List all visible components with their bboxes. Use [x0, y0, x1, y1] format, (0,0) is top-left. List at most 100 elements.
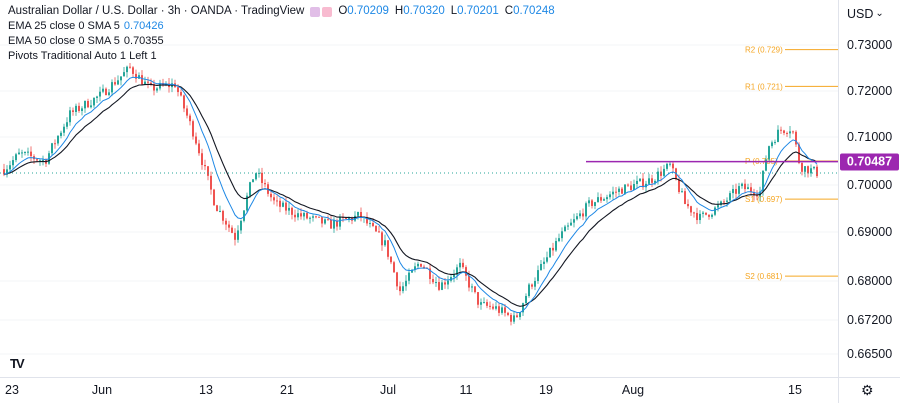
candle-body [303, 212, 305, 217]
candle-body [78, 105, 80, 111]
candle-body [54, 143, 56, 145]
candle-body [777, 129, 779, 142]
candle-body [813, 166, 815, 169]
candle-body [561, 231, 563, 239]
candle-body [366, 216, 368, 224]
candle-body [630, 185, 632, 190]
candle-body [135, 73, 137, 79]
candle-body [747, 187, 749, 190]
candle-body [291, 207, 293, 215]
candle-body [435, 282, 437, 284]
candle-body [75, 105, 77, 112]
candle-body [591, 200, 593, 206]
indicator-ema50[interactable]: EMA 50 close 0 SMA 5 0.70355 [8, 34, 555, 49]
candle-body [63, 126, 65, 133]
price-tick-label: 0.73000 [847, 38, 893, 52]
candle-body [489, 305, 491, 307]
candle-body [585, 203, 587, 217]
symbol-title-row[interactable]: Australian Dollar / U.S. Dollar · 3h · O… [8, 4, 555, 19]
currency-selector[interactable]: USD ⌄ [847, 7, 884, 21]
candle-body [540, 263, 542, 271]
candle-body [180, 92, 182, 96]
candle-body [744, 183, 746, 190]
candle-body [723, 201, 725, 203]
gear-icon[interactable]: ⚙ [861, 382, 874, 398]
candle-body [408, 272, 410, 281]
candle-body [282, 202, 284, 207]
candle-body [315, 216, 317, 218]
tradingview-logo-icon[interactable]: TV [10, 356, 25, 371]
candle-body [9, 165, 11, 170]
time-tick-label: 11 [459, 383, 473, 397]
indicator-pivots-label[interactable]: Pivots Traditional Auto 1 Left 1 [8, 50, 157, 62]
candle-body [204, 165, 206, 167]
candle-body [276, 200, 278, 202]
candle-body [588, 200, 590, 204]
candle-body [756, 195, 758, 197]
candle-body [702, 212, 704, 214]
candle-body [483, 302, 485, 304]
price-tick-label: 0.68000 [847, 274, 893, 288]
candle-body [159, 82, 161, 89]
candle-body [648, 178, 650, 184]
candle-body [285, 202, 287, 211]
candle-body [534, 280, 536, 287]
indicator-ema50-label[interactable]: EMA 50 close 0 SMA 5 [8, 35, 120, 47]
candle-body [669, 163, 671, 165]
candle-body [504, 307, 506, 313]
candle-body [57, 135, 59, 144]
candle-body [603, 199, 605, 201]
candle-body [273, 197, 275, 201]
candle-body [264, 183, 266, 185]
candle-body [753, 192, 755, 196]
candle-body [558, 238, 560, 242]
indicator-ema25-label[interactable]: EMA 25 close 0 SMA 5 [8, 20, 120, 32]
candle-body [69, 110, 71, 123]
candle-body [513, 315, 515, 322]
candle-body [501, 307, 503, 313]
candle-body [90, 105, 92, 108]
indicator-ema50-value: 0.70355 [123, 35, 164, 47]
symbol-title[interactable]: Australian Dollar / U.S. Dollar · 3h · O… [8, 5, 305, 17]
candle-body [153, 83, 155, 91]
candle-body [192, 121, 194, 137]
candle-body [525, 296, 527, 304]
candle-body [708, 214, 710, 217]
candle-body [726, 200, 728, 202]
candle-body [252, 179, 254, 183]
candle-body [255, 173, 257, 180]
candle-body [765, 159, 767, 171]
candle-body [594, 202, 596, 206]
candle-body [96, 96, 98, 98]
candle-body [225, 220, 227, 225]
candle-body [201, 153, 203, 166]
candle-body [672, 163, 674, 169]
candle-body [234, 232, 236, 240]
candle-body [147, 81, 149, 83]
chevron-down-icon[interactable]: ⌄ [875, 8, 884, 19]
time-axis[interactable]: 23 Jun 13 21 Jul 11 19 Aug 15 [0, 377, 838, 403]
candle-body [570, 222, 572, 226]
chart-canvas[interactable]: R2 (0.729)R1 (0.721)P (0.705)S1 (0.697)S… [0, 0, 838, 377]
indicator-ema25[interactable]: EMA 25 close 0 SMA 5 0.70426 [8, 19, 555, 34]
flag-icon[interactable] [310, 6, 321, 17]
time-tick-label: 21 [280, 383, 294, 397]
currency-label: USD [847, 7, 874, 21]
candle-body [30, 151, 32, 157]
candle-body [609, 194, 611, 198]
candle-body [369, 223, 371, 225]
indicator-pivots[interactable]: Pivots Traditional Auto 1 Left 1 [8, 49, 555, 64]
candle-body [18, 152, 20, 155]
price-axis[interactable]: USD ⌄ 0.73000 0.72000 0.71000 0.70000 0.69000… [838, 0, 900, 377]
candle-body [306, 212, 308, 219]
candle-body [207, 166, 209, 176]
alert-icon[interactable] [322, 6, 333, 17]
candle-body [657, 171, 659, 181]
axis-corner: ⚙ [838, 377, 900, 403]
chart-plot-area[interactable]: R2 (0.729) R1 (0.721) P (0.705) S1 (0.697) S… [0, 0, 838, 377]
ohlc-l-label: L [450, 5, 458, 17]
candle-body [552, 247, 554, 251]
candle-body [654, 180, 656, 183]
candle-body [297, 213, 299, 218]
title-badges[interactable] [310, 6, 333, 17]
